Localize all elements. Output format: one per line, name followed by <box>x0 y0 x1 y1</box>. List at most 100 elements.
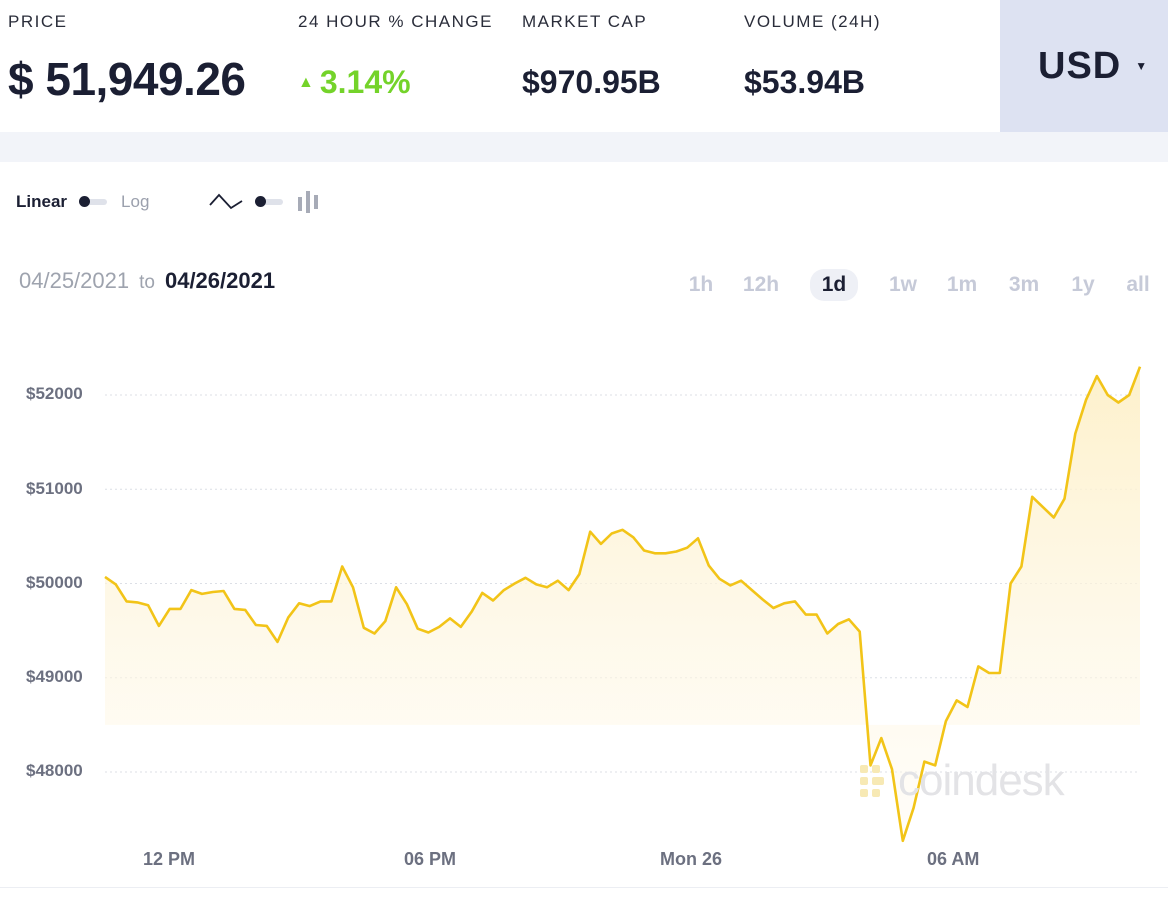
price-point <box>771 606 775 610</box>
price-point <box>901 839 905 843</box>
range-1w[interactable]: 1w <box>888 273 917 296</box>
price-point <box>416 627 420 631</box>
price-point <box>125 599 129 603</box>
range-1y[interactable]: 1y <box>1071 273 1095 296</box>
price-point <box>178 607 182 611</box>
chart-type-toggle[interactable] <box>255 196 284 207</box>
price-point <box>1106 393 1110 397</box>
price-point <box>470 610 474 614</box>
price-point <box>308 604 312 608</box>
price-point <box>750 588 754 592</box>
price-point <box>761 598 765 602</box>
price-area <box>105 366 1140 841</box>
price-point <box>491 598 495 602</box>
date-range: 04/25/2021 to 04/26/2021 <box>19 268 275 294</box>
scale-log-label[interactable]: Log <box>121 192 150 211</box>
price-point <box>998 671 1002 675</box>
price-point <box>545 585 549 589</box>
range-3m[interactable]: 3m <box>1008 273 1040 296</box>
price-point <box>211 590 215 594</box>
price-point <box>847 617 851 621</box>
price-point <box>135 600 139 604</box>
price-point <box>286 615 290 619</box>
price-point <box>966 705 970 709</box>
price-point <box>1019 565 1023 569</box>
price-point <box>232 607 236 611</box>
price-point <box>696 536 700 540</box>
price-point <box>146 603 150 607</box>
price-point <box>664 551 668 555</box>
price-point <box>405 602 409 606</box>
price-point <box>1030 495 1034 499</box>
price-point <box>631 535 635 539</box>
price-point <box>480 591 484 595</box>
marketcap-value: $970.95B <box>522 64 661 100</box>
y-tick-label: $49000 <box>26 667 83 686</box>
price-point <box>426 631 430 635</box>
price-point <box>556 579 560 583</box>
price-point <box>1116 401 1120 405</box>
price-point <box>114 582 118 586</box>
date-from[interactable]: 04/25/2021 <box>19 268 130 293</box>
line-chart-icon[interactable] <box>209 191 243 213</box>
candlestick-icon[interactable] <box>297 190 319 214</box>
y-tick-label: $52000 <box>26 384 83 403</box>
price-point <box>976 664 980 668</box>
currency-label: USD <box>1038 44 1122 87</box>
price-point <box>351 585 355 589</box>
price-point <box>577 572 581 576</box>
price-point <box>621 528 625 532</box>
price-point <box>739 579 743 583</box>
price-point <box>1052 516 1056 520</box>
price-point <box>534 582 538 586</box>
coindesk-logo-icon <box>860 765 884 797</box>
range-1d[interactable]: 1d <box>810 269 858 301</box>
price-point <box>340 565 344 569</box>
price-point <box>1084 398 1088 402</box>
coindesk-watermark: coindesk <box>858 756 1065 806</box>
price-point <box>825 631 829 635</box>
volume-value: $53.94B <box>744 64 865 100</box>
price-point <box>319 599 323 603</box>
price-point <box>728 583 732 587</box>
price-point <box>383 619 387 623</box>
scale-linear-label[interactable]: Linear <box>16 192 68 211</box>
range-12h[interactable]: 12h <box>742 273 780 296</box>
price-point <box>1138 365 1142 369</box>
y-tick-label: $50000 <box>26 573 83 592</box>
y-tick-label: $51000 <box>26 479 83 498</box>
price-point <box>642 549 646 553</box>
price-point <box>610 532 614 536</box>
range-1h[interactable]: 1h <box>688 273 714 296</box>
price-point <box>362 626 366 630</box>
date-to-word: to <box>139 272 155 293</box>
price-chart[interactable] <box>0 300 1168 860</box>
price-point <box>1041 505 1045 509</box>
price-point <box>674 549 678 553</box>
caret-down-icon: ▼ <box>1135 59 1148 73</box>
price-point <box>944 719 948 723</box>
price-point <box>523 576 527 580</box>
price-point <box>1095 374 1099 378</box>
price-point <box>707 564 711 568</box>
price-point <box>265 624 269 628</box>
currency-selector[interactable]: USD ▼ <box>1000 0 1168 132</box>
price-point <box>588 530 592 534</box>
x-tick-label: 06 PM <box>404 849 457 869</box>
price-point <box>168 607 172 611</box>
change-value: ▲ 3.14% <box>298 64 411 101</box>
x-tick-label: 12 PM <box>143 849 196 869</box>
scale-toggle[interactable] <box>79 196 108 207</box>
price-point <box>297 601 301 605</box>
price-point <box>222 589 226 593</box>
price-point <box>955 698 959 702</box>
price-point <box>1073 432 1077 436</box>
price-point <box>243 608 247 612</box>
date-to[interactable]: 04/26/2021 <box>164 268 276 293</box>
range-all[interactable]: all <box>1126 273 1150 296</box>
price-point <box>513 582 517 586</box>
marketcap-label: MARKET CAP <box>522 12 648 31</box>
change-value-text: 3.14% <box>319 64 411 100</box>
price-point <box>653 551 657 555</box>
range-1m[interactable]: 1m <box>946 273 978 296</box>
